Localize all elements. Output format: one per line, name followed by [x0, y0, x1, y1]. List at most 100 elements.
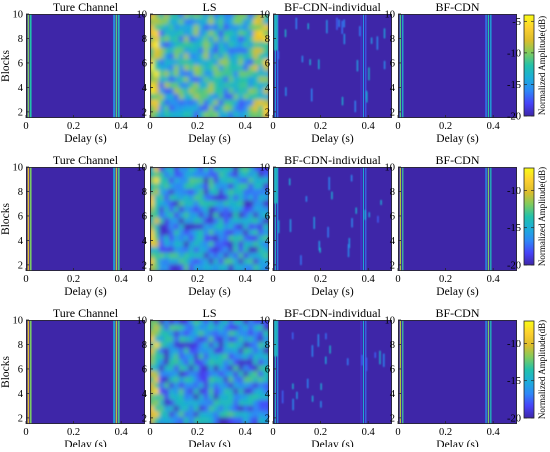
bfi-speckle [350, 174, 353, 182]
ls-noise-cell [203, 258, 211, 267]
ls-noise-cell [258, 76, 266, 85]
ls-noise-cell [243, 394, 251, 402]
ls-noise-cell [218, 65, 226, 73]
ls-noise-cell [188, 111, 196, 118]
ls-noise-cell [263, 241, 269, 249]
ls-noise-cell [193, 264, 201, 271]
ls-noise-cell [150, 167, 156, 174]
ls-noise-cell [243, 41, 251, 50]
ls-noise-cell [258, 200, 266, 209]
ls-noise-cell [158, 382, 166, 391]
ls-noise-cell [168, 171, 176, 180]
path-line-4 [118, 167, 120, 271]
ls-noise-cell [193, 353, 201, 362]
ls-noise-cell [193, 183, 201, 192]
ls-noise-cell [168, 88, 176, 96]
ls-noise-cell [150, 18, 156, 27]
ls-noise-cell [223, 241, 231, 249]
ls-noise-cell [158, 99, 166, 108]
ls-noise-cell [248, 65, 256, 73]
ls-noise-cell [228, 264, 236, 271]
ls-noise-cell [193, 111, 201, 118]
ls-noise-cell [223, 194, 231, 203]
ls-noise-cell [213, 235, 221, 244]
ls-noise-cell [203, 189, 211, 197]
ls-noise-cell [168, 59, 176, 67]
ls-noise-cell [238, 212, 246, 220]
ls-noise-cell [163, 264, 171, 271]
ls-noise-cell [253, 65, 261, 73]
ls-noise-cell [233, 41, 241, 50]
ls-noise-cell [238, 223, 246, 232]
ls-noise-cell [158, 264, 166, 271]
ls-noise-cell [263, 218, 269, 226]
ls-noise-cell [183, 371, 191, 379]
ls-noise-cell [228, 347, 236, 356]
ls-noise-cell [150, 76, 156, 85]
ls-noise-cell [168, 258, 176, 267]
ls-noise-cell [248, 353, 256, 362]
ls-noise-cell [218, 41, 226, 50]
ls-noise-cell [253, 252, 261, 261]
ls-noise-cell [163, 183, 171, 192]
ls-noise-cell [233, 30, 241, 39]
ls-noise-cell [208, 76, 216, 85]
ls-noise-cell [248, 399, 256, 408]
ls-noise-cell [253, 18, 261, 27]
ls-noise-cell [238, 177, 246, 186]
ls-noise-cell [223, 212, 231, 220]
ls-noise-cell [243, 258, 251, 267]
ls-noise-cell [173, 235, 181, 244]
ls-noise-cell [163, 70, 171, 79]
ls-noise-cell [173, 206, 181, 215]
ls-noise-cell [163, 336, 171, 345]
panel-title: BF-CDN-individual [284, 153, 381, 167]
ls-noise-cell [168, 376, 176, 385]
y-tick-label: 4 [142, 83, 148, 94]
ls-noise-cell [203, 183, 211, 192]
ls-noise-cell [213, 223, 221, 232]
y-tick-label: 2 [18, 107, 23, 118]
ls-noise-cell [158, 14, 166, 21]
ls-noise-cell [218, 167, 226, 174]
ls-noise-cell [223, 36, 231, 44]
ls-noise-cell [178, 171, 186, 180]
ls-noise-cell [258, 376, 266, 385]
x-tick-label: 0.2 [314, 274, 327, 285]
y-tick-label: 4 [265, 389, 271, 400]
ls-noise-cell [168, 399, 176, 408]
ls-noise-cell [193, 342, 201, 350]
ls-noise-cell [150, 324, 156, 333]
ls-noise-cell [253, 194, 261, 203]
ls-noise-cell [178, 105, 186, 114]
ls-noise-cell [153, 417, 161, 424]
path-line-2 [485, 14, 487, 118]
ls-noise-cell [168, 417, 176, 424]
y-tick-label: 8 [265, 187, 270, 198]
ls-noise-cell [233, 47, 241, 56]
ls-noise-cell [218, 371, 226, 379]
ls-noise-cell [163, 229, 171, 238]
ls-noise-cell [243, 382, 251, 391]
ls-noise-cell [213, 324, 221, 333]
ls-noise-cell [168, 223, 176, 232]
ls-noise-cell [233, 76, 241, 85]
ls-noise-cell [258, 320, 266, 327]
ls-noise-cell [153, 264, 161, 271]
ls-noise-cell [183, 167, 191, 174]
ls-noise-cell [243, 14, 251, 21]
ls-noise-cell [253, 223, 261, 232]
ls-noise-cell [208, 41, 216, 50]
ls-noise-cell [223, 411, 231, 420]
ls-noise-cell [213, 93, 221, 102]
ls-noise-cell [178, 189, 186, 197]
ls-noise-cell [208, 206, 216, 215]
ls-noise-cell [238, 167, 246, 174]
ls-noise-cell [150, 99, 156, 108]
ls-noise-cell [193, 30, 201, 39]
ls-noise-cell [263, 76, 269, 85]
ls-noise-cell [203, 399, 211, 408]
ls-noise-cell [173, 14, 181, 21]
ls-noise-cell [163, 99, 171, 108]
bfi-speckle [296, 391, 298, 400]
